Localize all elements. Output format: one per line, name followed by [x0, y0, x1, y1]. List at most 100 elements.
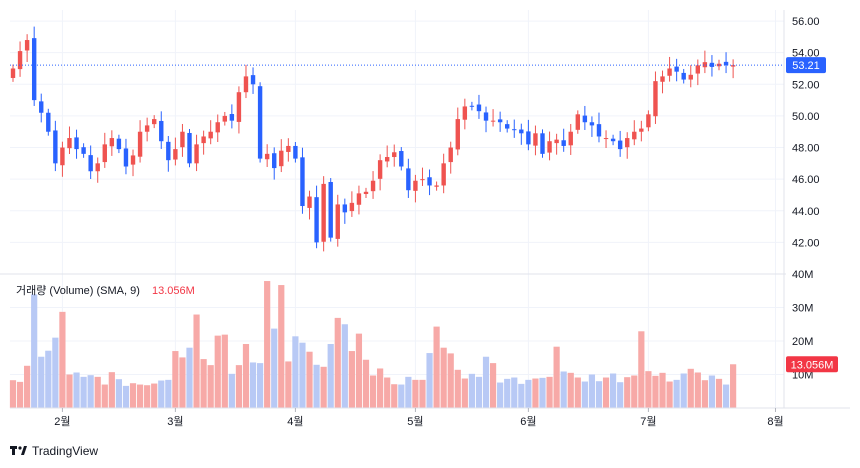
- candle[interactable]: [476, 94, 482, 119]
- candle[interactable]: [300, 147, 305, 214]
- candle[interactable]: [695, 59, 701, 86]
- volume-bar[interactable]: [101, 384, 108, 408]
- volume-bar[interactable]: [405, 376, 412, 408]
- volume-bar[interactable]: [708, 375, 716, 408]
- candle[interactable]: [116, 134, 122, 154]
- candle[interactable]: [67, 126, 72, 155]
- candle[interactable]: [681, 68, 686, 84]
- volume-bar[interactable]: [588, 374, 596, 409]
- candle[interactable]: [632, 120, 637, 146]
- candle[interactable]: [293, 142, 298, 163]
- candle[interactable]: [194, 134, 199, 172]
- candle[interactable]: [123, 138, 129, 175]
- volume-bar[interactable]: [115, 379, 122, 408]
- volume-bar[interactable]: [560, 371, 567, 408]
- candle[interactable]: [406, 158, 411, 198]
- candle[interactable]: [377, 154, 383, 191]
- candle[interactable]: [505, 120, 510, 133]
- candle[interactable]: [370, 171, 376, 199]
- candle[interactable]: [24, 34, 30, 63]
- volume-bar[interactable]: [45, 350, 52, 408]
- candle[interactable]: [159, 111, 164, 149]
- candle[interactable]: [469, 101, 475, 111]
- volume-bar[interactable]: [362, 359, 370, 408]
- candle[interactable]: [342, 198, 348, 224]
- volume-bar[interactable]: [433, 326, 440, 408]
- volume-bar[interactable]: [624, 377, 631, 408]
- candle[interactable]: [392, 144, 397, 167]
- volume-bar[interactable]: [214, 335, 221, 408]
- volume-bar[interactable]: [730, 364, 737, 408]
- volume-bar[interactable]: [489, 363, 497, 408]
- volume-bar[interactable]: [172, 351, 179, 408]
- candle[interactable]: [201, 130, 206, 155]
- volume-bar[interactable]: [722, 384, 730, 408]
- candle[interactable]: [60, 141, 65, 177]
- candle[interactable]: [625, 132, 630, 159]
- volume-legend[interactable]: 거래량 (Volume) (SMA, 9) 13.056M: [16, 284, 195, 297]
- candle[interactable]: [441, 153, 446, 194]
- candle[interactable]: [53, 120, 58, 172]
- volume-bar[interactable]: [221, 334, 228, 408]
- candle[interactable]: [243, 64, 249, 99]
- candle[interactable]: [102, 132, 107, 168]
- volume-bar[interactable]: [461, 378, 468, 408]
- candle[interactable]: [667, 56, 672, 82]
- volume-bar[interactable]: [94, 376, 101, 408]
- candle[interactable]: [137, 120, 143, 163]
- volume-bar[interactable]: [151, 383, 158, 408]
- candle[interactable]: [356, 185, 362, 215]
- candle[interactable]: [279, 139, 284, 173]
- candle[interactable]: [109, 130, 115, 156]
- candle[interactable]: [709, 55, 715, 77]
- candle[interactable]: [39, 93, 44, 123]
- candle[interactable]: [589, 116, 595, 137]
- candle[interactable]: [610, 134, 616, 146]
- candle[interactable]: [540, 129, 545, 158]
- volume-bar[interactable]: [271, 328, 278, 408]
- candle[interactable]: [264, 144, 270, 167]
- candle[interactable]: [603, 130, 609, 149]
- volume-bar[interactable]: [122, 385, 130, 408]
- candle[interactable]: [497, 111, 503, 132]
- candle[interactable]: [413, 174, 418, 203]
- candle[interactable]: [730, 59, 736, 79]
- candle[interactable]: [554, 133, 559, 155]
- candle[interactable]: [222, 111, 227, 126]
- volume-bar[interactable]: [80, 376, 87, 408]
- volume-bar[interactable]: [504, 378, 511, 408]
- candle[interactable]: [455, 107, 460, 156]
- volume-bar[interactable]: [546, 376, 553, 408]
- candle[interactable]: [568, 123, 573, 155]
- volume-bar[interactable]: [108, 372, 115, 408]
- candle[interactable]: [130, 149, 136, 177]
- volume-bar[interactable]: [497, 382, 504, 408]
- volume-bar[interactable]: [687, 368, 694, 408]
- volume-bar[interactable]: [539, 377, 546, 408]
- volume-bar[interactable]: [384, 377, 391, 408]
- volume-bar[interactable]: [278, 285, 285, 408]
- candle[interactable]: [236, 86, 242, 134]
- candle[interactable]: [17, 41, 23, 77]
- candle[interactable]: [208, 120, 213, 145]
- volume-bar[interactable]: [666, 381, 673, 408]
- volume-bar[interactable]: [24, 365, 31, 408]
- volume-bar[interactable]: [257, 363, 264, 408]
- volume-bar[interactable]: [447, 353, 454, 408]
- candle[interactable]: [314, 185, 319, 249]
- candle[interactable]: [646, 110, 651, 132]
- candle[interactable]: [512, 119, 517, 138]
- volume-bar[interactable]: [617, 382, 624, 408]
- volume-bar[interactable]: [320, 366, 327, 408]
- candle[interactable]: [490, 109, 496, 127]
- tradingview-brand[interactable]: TradingView: [10, 444, 98, 458]
- volume-bar[interactable]: [454, 369, 461, 408]
- volume-bar[interactable]: [398, 384, 405, 408]
- volume-bar[interactable]: [553, 346, 560, 408]
- candle[interactable]: [427, 169, 432, 196]
- candle[interactable]: [215, 114, 220, 142]
- volume-bar[interactable]: [186, 347, 193, 408]
- volume-bar[interactable]: [610, 373, 617, 408]
- candle[interactable]: [95, 157, 100, 183]
